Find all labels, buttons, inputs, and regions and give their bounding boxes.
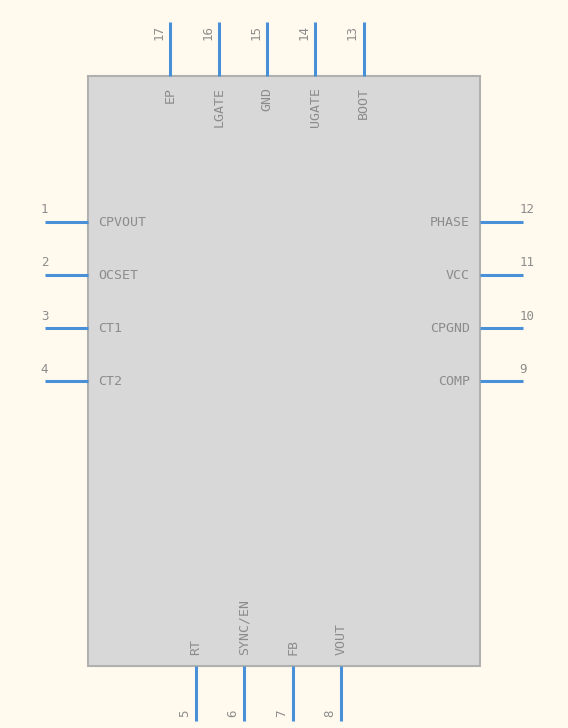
Text: 3: 3 xyxy=(41,309,48,323)
Text: VCC: VCC xyxy=(446,269,470,282)
Text: 6: 6 xyxy=(227,710,240,717)
Text: OCSET: OCSET xyxy=(98,269,138,282)
Text: COMP: COMP xyxy=(438,375,470,388)
Text: GND: GND xyxy=(261,87,273,111)
Text: 13: 13 xyxy=(346,25,359,41)
Text: 12: 12 xyxy=(520,203,534,216)
Text: VOUT: VOUT xyxy=(335,623,347,655)
Text: 17: 17 xyxy=(153,25,166,41)
Text: BOOT: BOOT xyxy=(357,87,370,119)
Bar xyxy=(88,76,480,666)
Text: 7: 7 xyxy=(275,710,288,717)
Text: 9: 9 xyxy=(520,363,527,376)
Text: RT: RT xyxy=(190,639,202,655)
Text: 14: 14 xyxy=(298,25,311,41)
Text: 4: 4 xyxy=(41,363,48,376)
Text: CT2: CT2 xyxy=(98,375,122,388)
Text: UGATE: UGATE xyxy=(309,87,321,127)
Text: LGATE: LGATE xyxy=(212,87,225,127)
Text: CPGND: CPGND xyxy=(430,322,470,335)
Text: 2: 2 xyxy=(41,256,48,269)
Text: 5: 5 xyxy=(178,710,191,717)
Text: 16: 16 xyxy=(201,25,214,41)
Text: PHASE: PHASE xyxy=(430,215,470,229)
Text: EP: EP xyxy=(164,87,177,103)
Text: 1: 1 xyxy=(41,203,48,216)
Text: SYNC/EN: SYNC/EN xyxy=(238,599,250,655)
Text: CPVOUT: CPVOUT xyxy=(98,215,147,229)
Text: 15: 15 xyxy=(249,25,262,41)
Text: CT1: CT1 xyxy=(98,322,122,335)
Text: 11: 11 xyxy=(520,256,534,269)
Text: FB: FB xyxy=(286,639,299,655)
Text: 10: 10 xyxy=(520,309,534,323)
Text: 8: 8 xyxy=(323,710,336,717)
